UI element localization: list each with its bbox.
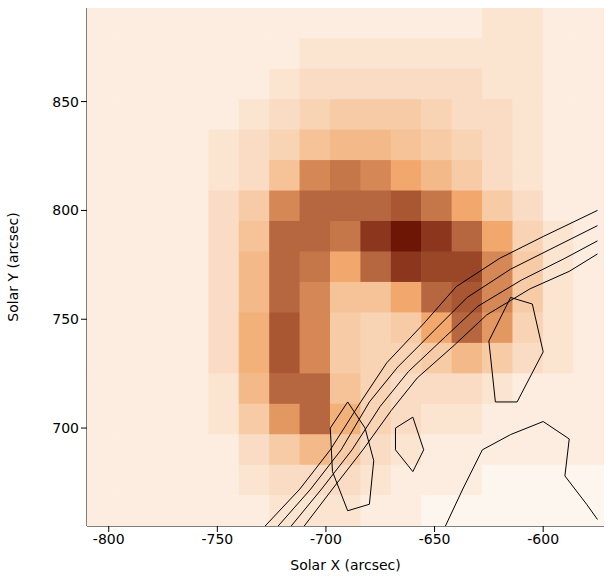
svg-text:-700: -700 (310, 531, 342, 547)
svg-text:-750: -750 (201, 531, 233, 547)
svg-text:700: 700 (52, 420, 79, 436)
svg-text:Solar X (arcsec): Solar X (arcsec) (290, 557, 400, 573)
svg-text:750: 750 (52, 311, 79, 327)
svg-text:-650: -650 (419, 531, 451, 547)
svg-text:850: 850 (52, 94, 79, 110)
svg-text:-800: -800 (93, 531, 125, 547)
svg-text:-600: -600 (527, 531, 559, 547)
svg-text:Solar Y (arcsec): Solar Y (arcsec) (5, 212, 21, 321)
svg-text:800: 800 (52, 202, 79, 218)
